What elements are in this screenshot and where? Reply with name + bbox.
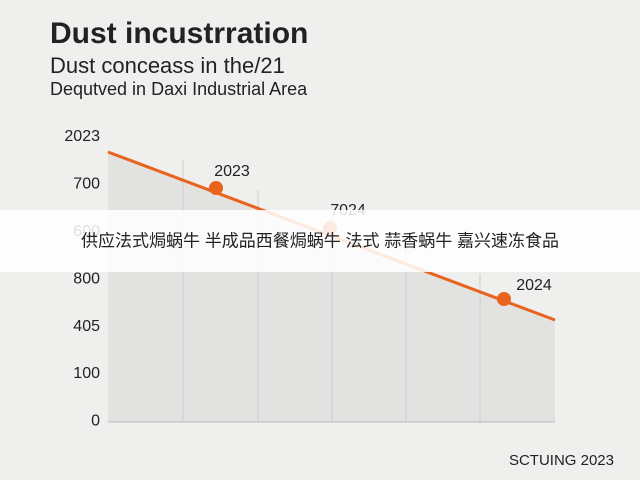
- title: Dust incustrration: [50, 17, 308, 50]
- y-label: 405: [73, 318, 100, 335]
- y-label: 0: [91, 413, 100, 430]
- point-label: 2024: [516, 277, 552, 294]
- point: [209, 181, 223, 195]
- caption: Dequtved in Daxi Industrial Area: [50, 79, 308, 99]
- banner-text: 供应法式焗蜗牛 半成品西餐焗蜗牛 法式 蒜香蜗牛 嘉兴速冻食品: [81, 231, 559, 250]
- y-label: 2023: [64, 128, 100, 145]
- subtitle: Dust conceass in the/21: [50, 53, 285, 78]
- y-label: 800: [73, 270, 100, 287]
- point: [497, 292, 511, 306]
- footer: SCTUING 2023: [509, 452, 614, 469]
- banner: [0, 210, 640, 272]
- point-label: 2023: [214, 163, 250, 180]
- y-label: 700: [73, 176, 100, 193]
- y-label: 100: [73, 365, 100, 382]
